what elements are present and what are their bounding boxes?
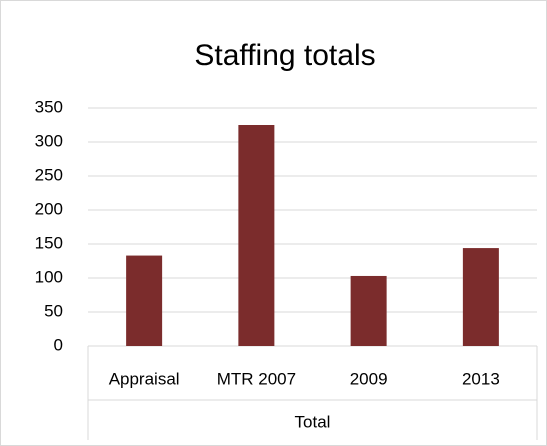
y-tick-label: 50 bbox=[44, 301, 63, 320]
y-tick-label: 0 bbox=[54, 335, 63, 354]
bar bbox=[462, 248, 499, 346]
y-tick-label: 250 bbox=[35, 165, 63, 184]
y-tick-label: 350 bbox=[35, 97, 63, 116]
y-tick-label: 200 bbox=[35, 199, 63, 218]
x-tick-label: 2013 bbox=[462, 369, 500, 388]
bar bbox=[350, 275, 387, 346]
y-tick-label: 100 bbox=[35, 267, 63, 286]
x-tick-label: Appraisal bbox=[109, 369, 180, 388]
x-group-label: Total bbox=[295, 412, 331, 431]
chart-title: Staffing totals bbox=[194, 39, 375, 72]
x-tick-label: 2009 bbox=[350, 369, 388, 388]
y-tick-label: 150 bbox=[35, 233, 63, 252]
x-tick-label: MTR 2007 bbox=[217, 369, 296, 388]
y-tick-label: 300 bbox=[35, 131, 63, 150]
bar bbox=[238, 125, 275, 346]
bar bbox=[126, 255, 163, 346]
